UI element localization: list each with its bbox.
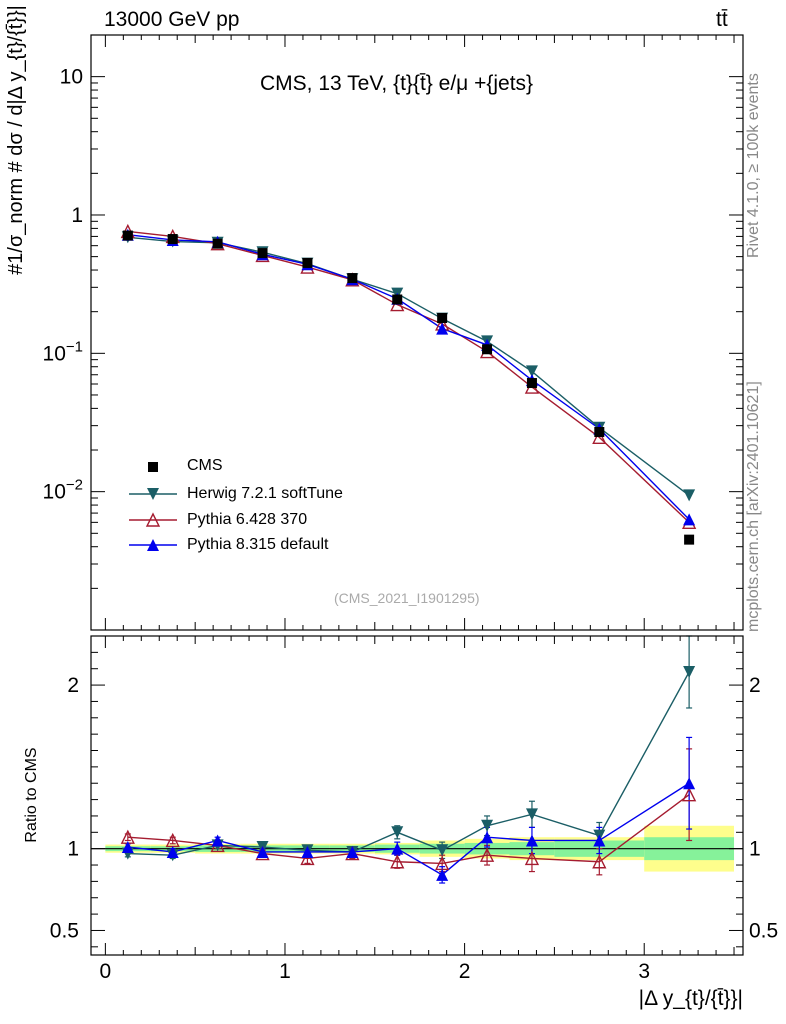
ratio-tick-label-right: 2 [749, 674, 761, 697]
ratio-tick-label: 2 [67, 674, 79, 697]
y-tick-label: 10−2 [43, 477, 83, 504]
ratio-point-pythia-8-315-default [481, 831, 494, 844]
ratio-point-pythia-8-315-default [166, 845, 179, 858]
point-herwig-7-2-1-softtune [683, 489, 696, 502]
ratio-tick-label: 1 [67, 838, 79, 861]
legend-marker [147, 488, 159, 500]
data-point-cms [684, 534, 695, 545]
data-point-cms [257, 248, 268, 259]
ratio-point-pythia-8-315-default [211, 834, 224, 847]
analysis-id: (CMS_2021_I1901295) [334, 590, 480, 606]
ratio-point-pythia-8-315-default [525, 834, 538, 847]
ratio-point-herwig-7-2-1-softtune [391, 826, 404, 839]
ratio-point-herwig-7-2-1-softtune [436, 844, 449, 857]
y-axis-label: #1/σ_norm # dσ / d|Δ y_{t}/{t̄}}| [5, 5, 27, 275]
x-axis-label: |Δ y_{t}/{t̄}}| [639, 987, 743, 1010]
legend-marker [147, 539, 159, 551]
data-point-cms [526, 378, 537, 389]
point-herwig-7-2-1-softtune [525, 365, 538, 378]
main-frame [90, 34, 744, 631]
ratio-point-pythia-8-315-default [121, 841, 134, 854]
ratio-tick-label-right: 0.5 [749, 919, 778, 942]
energy-label: 13000 GeV pp [104, 8, 240, 31]
point-pythia-8-315-default [683, 513, 696, 526]
ratio-line-pythia-6-428-370 [127, 794, 690, 865]
y-tick-label: 10−1 [43, 338, 83, 365]
series-line-pythia-6-428-370 [127, 230, 690, 523]
data-point-cms [594, 426, 605, 437]
data-point-cms [392, 294, 403, 305]
ratio-point-pythia-6-428-370 [300, 850, 315, 866]
ratio-axis-label: Ratio to CMS [23, 747, 40, 842]
ratio-point-pythia-8-315-default [683, 777, 696, 790]
source-label: mcplots.cern.ch [arXiv:2401.10621] [745, 381, 762, 632]
data-point-cms [122, 230, 133, 241]
ratio-point-pythia-8-315-default [301, 845, 314, 858]
ratio-tick-label: 0.5 [50, 919, 79, 942]
series-lines [124, 230, 693, 884]
plot-frames [90, 34, 744, 956]
ratio-point-pythia-6-428-370 [681, 787, 697, 802]
x-tick-label: 2 [459, 960, 471, 983]
y-tick-label: 1 [71, 204, 83, 227]
legend-label-herwig: Herwig 7.2.1 softTune [187, 485, 343, 502]
axis-ticks: 0 1 2 3 10−2 10−1 1 10 0.5 0.5 1 1 2 2 Ratio to CMS #1/… [5, 5, 779, 1010]
ratio-point-pythia-8-315-default [391, 842, 404, 855]
ratio-point-pythia-6-428-370 [524, 850, 540, 866]
ratio-frame [90, 635, 744, 956]
x-tick-label: 0 [100, 960, 112, 983]
ratio-tick-label-right: 1 [749, 838, 761, 861]
data-point-cms [347, 273, 358, 284]
y-tick-label: 10 [60, 66, 83, 89]
ratio-point-herwig-7-2-1-softtune [481, 819, 494, 832]
x-tick-label: 1 [279, 960, 291, 983]
chart-title: CMS, 13 TeV, {t}{t̄} e/μ +{jets} [260, 72, 534, 95]
ratio-point-pythia-8-315-default [436, 868, 449, 881]
series-markers [120, 223, 697, 881]
ratio-point-pythia-6-428-370 [592, 854, 607, 869]
legend-marker [145, 512, 161, 527]
ratio-point-herwig-7-2-1-softtune [683, 665, 696, 678]
data-point-cms [167, 234, 178, 245]
legend-label-pythia6: Pythia 6.428 370 [187, 511, 308, 528]
x-tick-label: 3 [638, 960, 650, 983]
ratio-point-pythia-8-315-default [346, 845, 359, 858]
legend-markers [129, 462, 177, 551]
ratio-line-herwig-7-2-1-softtune [127, 671, 690, 856]
legend-marker [148, 462, 158, 472]
ratio-point-pythia-8-315-default [593, 834, 606, 847]
ratio-point-pythia-6-428-370 [479, 847, 495, 862]
ratio-point-pythia-6-428-370 [390, 854, 405, 869]
process-label: tt̄ [716, 8, 728, 31]
data-point-cms [482, 344, 493, 355]
point-pythia-8-315-default [436, 322, 449, 335]
data-point-cms [212, 238, 223, 249]
series-line-pythia-8-315-default [127, 234, 690, 520]
legend-label-pythia8: Pythia 8.315 default [187, 536, 329, 553]
data-point-cms [437, 313, 448, 324]
legend-label-cms: CMS [187, 457, 223, 474]
point-pythia-6-428-370 [592, 429, 607, 445]
ratio-line-pythia-8-315-default [127, 782, 690, 876]
data-point-cms [302, 257, 313, 268]
uncertainty-bands [91, 825, 743, 872]
ratio-point-herwig-7-2-1-softtune [525, 808, 538, 821]
rivet-label: Rivet 4.1.0, ≥ 100k events [745, 73, 762, 258]
ratio-point-pythia-8-315-default [256, 845, 269, 858]
